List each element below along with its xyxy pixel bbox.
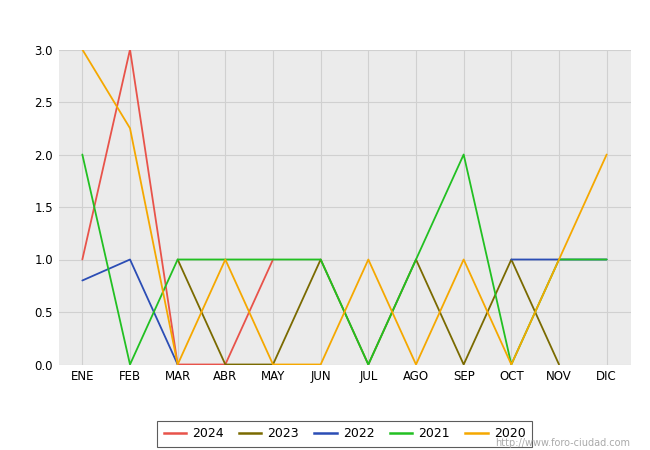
Legend: 2024, 2023, 2022, 2021, 2020: 2024, 2023, 2022, 2021, 2020	[157, 421, 532, 447]
Text: http://www.foro-ciudad.com: http://www.foro-ciudad.com	[495, 438, 630, 448]
Text: Matriculaciones de Vehiculos en Beniardá: Matriculaciones de Vehiculos en Beniardá	[152, 11, 498, 29]
